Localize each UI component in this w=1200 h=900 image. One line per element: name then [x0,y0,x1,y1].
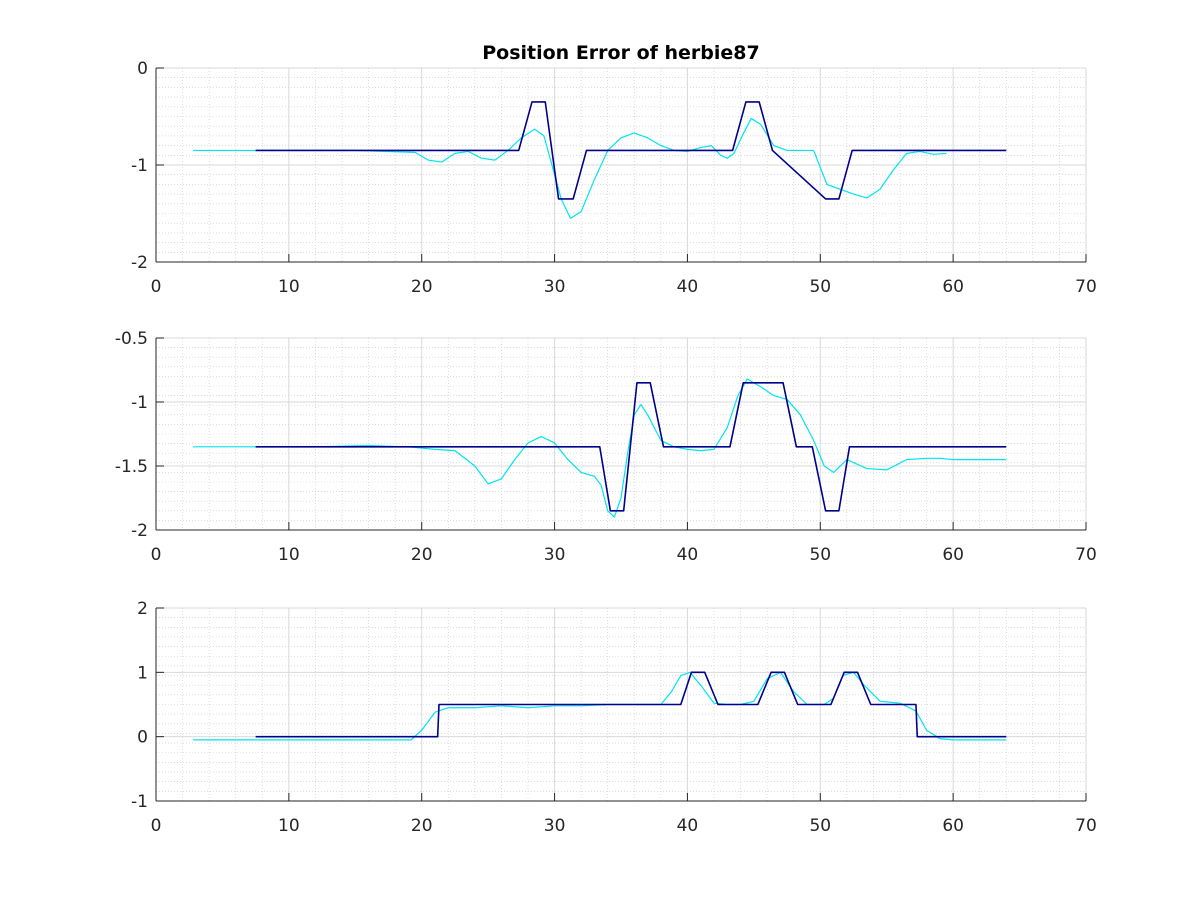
x-tick-label: 70 [1075,816,1097,836]
y-tick-label: -1 [131,792,148,812]
y-tick-label: -2 [131,253,148,273]
x-tick-label: 50 [809,545,831,565]
chart-title: Position Error of herbie87 [482,42,760,64]
x-tick-label: 10 [278,545,300,565]
x-tick-label: 70 [1075,545,1097,565]
x-tick-label: 40 [677,545,699,565]
x-tick-label: 40 [677,277,699,297]
x-tick-label: 70 [1075,277,1097,297]
x-tick-label: 20 [411,277,433,297]
x-tick-label: 10 [278,277,300,297]
y-tick-label: 0 [137,59,148,79]
x-tick-label: 30 [544,277,566,297]
y-tick-label: -1.5 [115,457,148,477]
x-tick-label: 50 [809,816,831,836]
x-tick-label: 0 [151,545,162,565]
y-tick-label: 2 [137,599,148,619]
y-tick-label: -0.5 [115,329,148,349]
x-tick-label: 60 [942,277,964,297]
y-tick-label: -1 [131,156,148,176]
subplot-2: 0 10 20 30 40 50 60 70 -2 -1.5 -1 -0.5 [115,329,1097,565]
y-tick-label: -2 [131,521,148,541]
x-tick-label: 50 [809,277,831,297]
y-tick-label: 0 [137,728,148,748]
x-tick-label: 30 [544,816,566,836]
subplot-1: 0 10 20 30 40 50 60 70 -2 -1 0 [131,59,1097,297]
series-line-reference [255,101,1007,200]
x-tick-label: 40 [677,816,699,836]
x-tick-label: 20 [411,545,433,565]
x-tick-label: 0 [151,277,162,297]
y-tick-label: 1 [137,663,148,683]
x-tick-label: 0 [151,816,162,836]
series-line-actual [193,378,1007,518]
series-line-reference [255,671,1007,738]
y-tick-label: -1 [131,393,148,413]
series-line-actual [193,671,1007,741]
series-line-actual [193,117,947,219]
x-tick-label: 30 [544,545,566,565]
x-tick-label: 60 [942,545,964,565]
x-tick-label: 20 [411,816,433,836]
x-tick-label: 10 [278,816,300,836]
series-line-reference [255,381,1007,512]
x-tick-label: 60 [942,816,964,836]
